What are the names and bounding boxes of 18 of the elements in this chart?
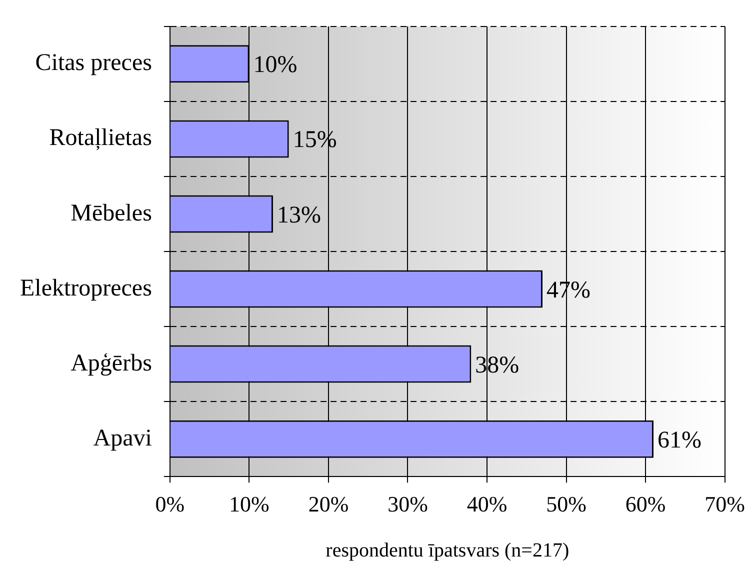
y-tick-label: Rotaļlietas (49, 125, 152, 152)
x-tick-label: 20% (308, 492, 349, 517)
x-tick-label: 60% (625, 492, 666, 517)
x-axis-title: respondentu īpatsvars (n=217) (326, 539, 570, 562)
x-tick-label: 0% (155, 492, 185, 517)
y-tick-label: Apavi (93, 425, 152, 452)
data-label: 10% (253, 52, 298, 78)
x-tick-label: 40% (466, 492, 508, 517)
data-label: 61% (657, 427, 702, 454)
data-label: 13% (276, 202, 321, 228)
y-tick-label: Citas preces (35, 50, 152, 76)
y-tick-label: Mēbeles (70, 200, 152, 226)
y-tick-label: Elektropreces (20, 275, 152, 302)
y-tick-label: Apģērbs (70, 350, 152, 376)
x-tick-label: 70% (704, 492, 745, 517)
x-tick-label: 30% (388, 492, 428, 517)
x-tick-label: 10% (229, 492, 270, 517)
x-tick-label: 50% (546, 492, 586, 517)
